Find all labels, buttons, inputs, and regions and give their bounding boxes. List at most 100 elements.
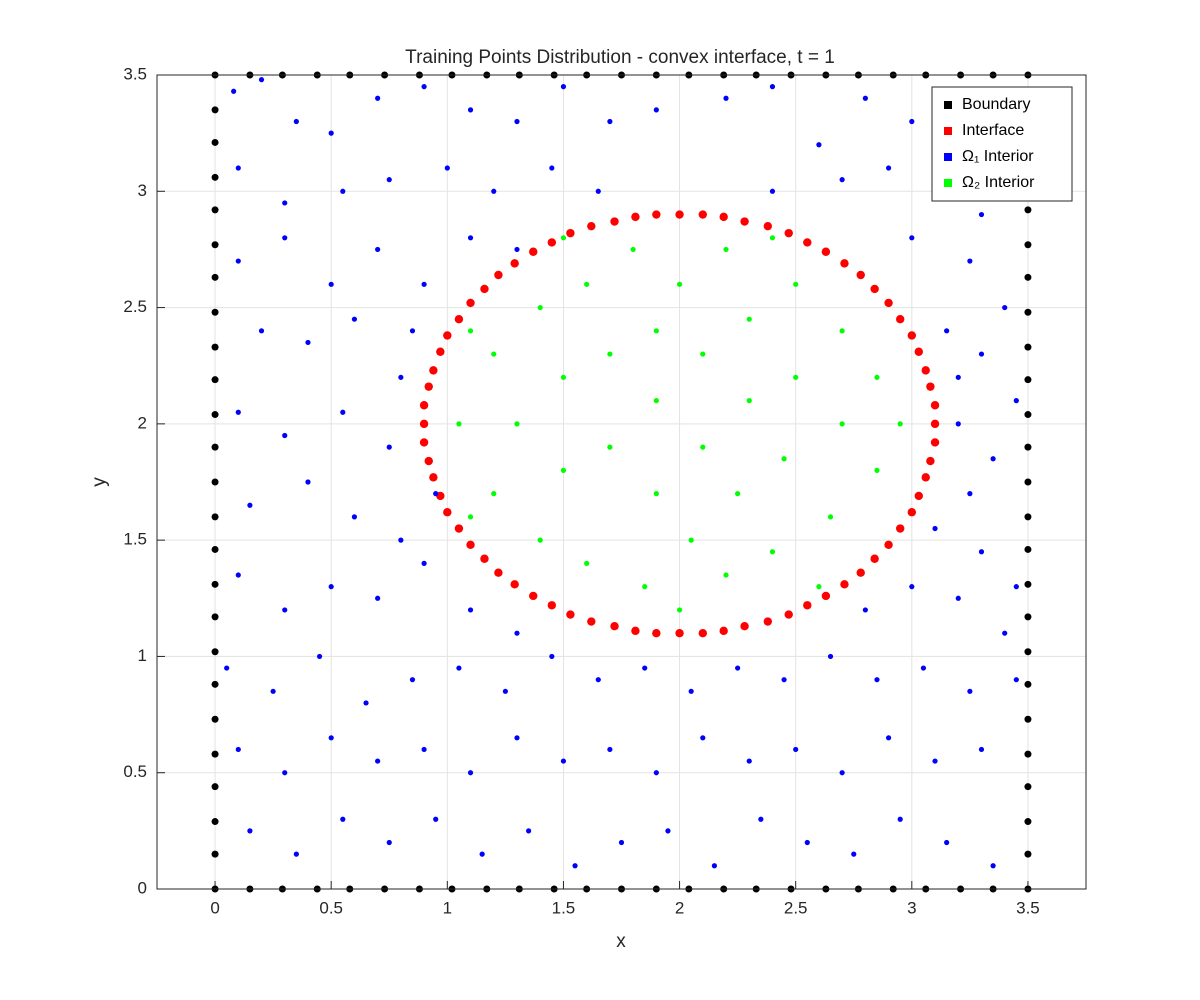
point bbox=[698, 628, 707, 638]
point bbox=[978, 549, 985, 555]
point bbox=[211, 443, 219, 451]
point bbox=[526, 828, 532, 834]
point bbox=[282, 200, 288, 206]
x-tick-label: 1.5 bbox=[552, 898, 576, 917]
point bbox=[1024, 680, 1032, 688]
point bbox=[630, 246, 636, 253]
point bbox=[926, 456, 935, 466]
point bbox=[510, 580, 519, 589]
point bbox=[419, 438, 429, 447]
point bbox=[784, 228, 793, 238]
point bbox=[433, 816, 439, 822]
point bbox=[746, 316, 752, 322]
point bbox=[926, 382, 935, 391]
point bbox=[584, 560, 590, 567]
point bbox=[909, 584, 915, 590]
point bbox=[990, 863, 996, 869]
point bbox=[921, 366, 930, 375]
point bbox=[700, 444, 706, 450]
point bbox=[282, 235, 288, 241]
point bbox=[421, 746, 427, 753]
point bbox=[803, 238, 812, 247]
point bbox=[978, 351, 985, 357]
point bbox=[719, 212, 728, 222]
y-tick-label: 3 bbox=[138, 181, 147, 200]
point bbox=[1024, 715, 1032, 723]
point bbox=[211, 376, 219, 384]
legend-label: Ω₂ Interior bbox=[962, 174, 1035, 191]
point bbox=[211, 545, 219, 553]
point bbox=[652, 628, 661, 638]
point bbox=[454, 315, 464, 324]
point bbox=[537, 537, 543, 543]
point bbox=[560, 84, 567, 90]
point bbox=[454, 524, 464, 533]
point bbox=[821, 247, 831, 256]
point bbox=[675, 628, 684, 638]
point bbox=[1024, 783, 1032, 791]
point bbox=[711, 863, 718, 869]
point bbox=[990, 456, 996, 462]
point bbox=[896, 524, 905, 533]
point bbox=[781, 677, 787, 683]
point bbox=[793, 746, 799, 753]
point bbox=[584, 281, 590, 287]
point bbox=[652, 210, 661, 219]
point bbox=[467, 770, 474, 776]
point bbox=[1024, 818, 1032, 826]
point bbox=[907, 331, 917, 340]
point bbox=[874, 677, 880, 683]
y-axis-label: y bbox=[89, 477, 110, 487]
point bbox=[398, 537, 404, 543]
point bbox=[560, 758, 567, 764]
point bbox=[514, 421, 520, 427]
point bbox=[547, 238, 557, 247]
point bbox=[840, 580, 849, 589]
point bbox=[769, 235, 776, 241]
point bbox=[282, 770, 288, 776]
point bbox=[914, 347, 923, 356]
legend-swatch bbox=[944, 101, 952, 109]
point bbox=[676, 281, 683, 287]
point bbox=[723, 95, 729, 101]
point bbox=[494, 270, 503, 280]
point bbox=[610, 621, 619, 631]
point bbox=[560, 374, 567, 380]
point bbox=[572, 863, 578, 869]
point bbox=[211, 648, 219, 656]
point bbox=[363, 700, 369, 706]
point bbox=[719, 626, 728, 636]
x-axis-label: x bbox=[616, 931, 626, 952]
point bbox=[514, 246, 520, 253]
point bbox=[421, 281, 427, 287]
point bbox=[466, 298, 475, 308]
point bbox=[909, 118, 915, 125]
point bbox=[1024, 443, 1032, 451]
point bbox=[653, 770, 659, 776]
point bbox=[479, 851, 485, 857]
point bbox=[443, 331, 452, 340]
point bbox=[235, 165, 241, 171]
point bbox=[305, 339, 311, 346]
point bbox=[529, 591, 538, 601]
point bbox=[653, 491, 659, 497]
axes-box bbox=[156, 74, 1087, 890]
point bbox=[804, 839, 810, 846]
point bbox=[1013, 677, 1019, 683]
point bbox=[421, 84, 427, 90]
point bbox=[675, 210, 684, 219]
point bbox=[1024, 273, 1032, 281]
point bbox=[270, 688, 276, 694]
point bbox=[700, 735, 706, 741]
point bbox=[769, 549, 776, 555]
point bbox=[467, 107, 474, 113]
point bbox=[870, 554, 879, 563]
point bbox=[1024, 478, 1032, 486]
point bbox=[607, 118, 613, 125]
point bbox=[211, 613, 219, 621]
point bbox=[897, 421, 903, 427]
point bbox=[1013, 398, 1019, 404]
point bbox=[803, 601, 812, 610]
point bbox=[851, 851, 857, 857]
